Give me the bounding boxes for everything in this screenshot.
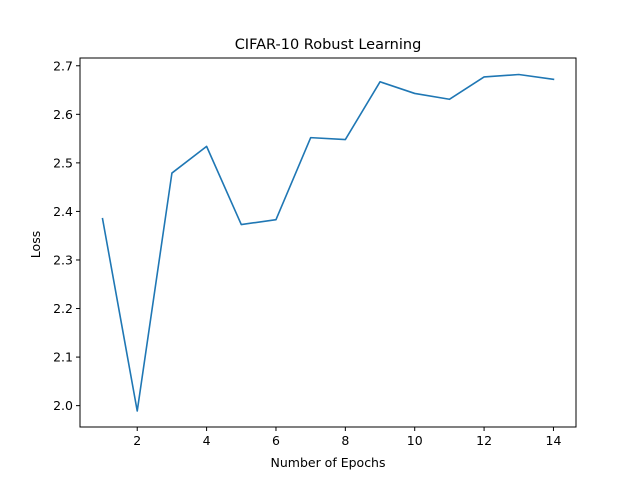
- y-tick-label: 2.7: [53, 58, 73, 73]
- plot-frame: [79, 57, 577, 428]
- x-axis-label: Number of Epochs: [271, 455, 386, 470]
- y-tick-label: 2.5: [53, 155, 73, 170]
- x-tick-label: 4: [203, 433, 211, 448]
- plot-area: [101, 73, 555, 412]
- y-tick-label: 2.0: [53, 398, 73, 413]
- x-tick-label: 10: [407, 433, 423, 448]
- x-tick-label: 14: [546, 433, 562, 448]
- y-tick-label: 2.4: [53, 204, 73, 219]
- x-tick-label: 6: [272, 433, 280, 448]
- y-axis-label: Loss: [28, 231, 43, 258]
- series-line: [101, 73, 555, 412]
- y-tick-label: 2.1: [53, 350, 73, 365]
- axis-ticks: 2 4 6 8 10 12 14 2.0 2.1 2.2 2.3 2.4 2.5 2.6 2.7: [53, 58, 561, 448]
- x-tick-label: 2: [133, 433, 141, 448]
- chart-title: CIFAR-10 Robust Learning: [235, 37, 422, 53]
- y-tick-label: 2.3: [53, 252, 73, 267]
- y-tick-label: 2.2: [53, 301, 73, 316]
- x-tick-label: 8: [341, 433, 349, 448]
- y-tick-label: 2.6: [53, 107, 73, 122]
- x-tick-label: 12: [476, 433, 492, 448]
